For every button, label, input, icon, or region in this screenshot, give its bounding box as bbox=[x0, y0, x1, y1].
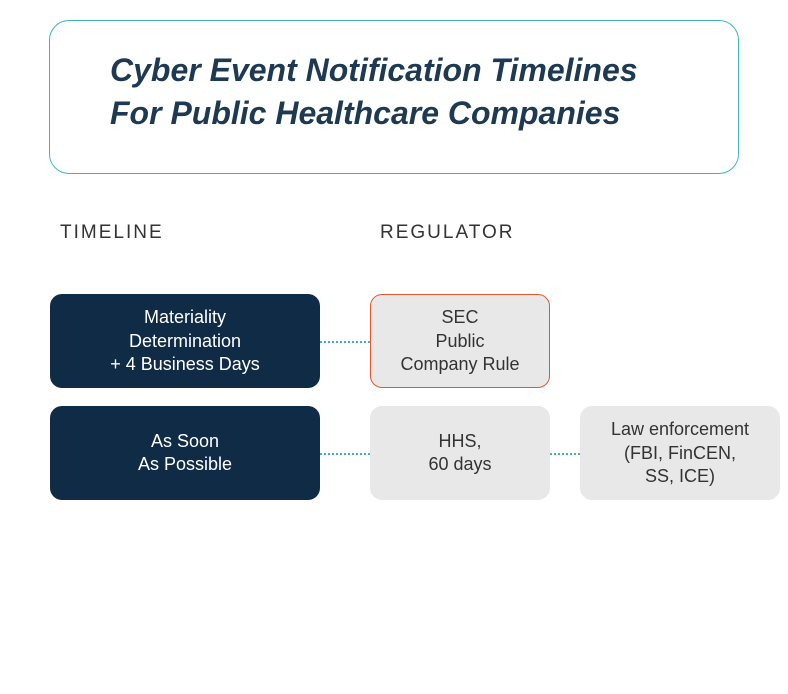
column-headers: TIMELINE REGULATOR bbox=[20, 222, 768, 244]
timeline-1-line2: Determination bbox=[129, 330, 241, 353]
regulator-box-2b: Law enforcement (FBI, FinCEN, SS, ICE) bbox=[580, 406, 780, 500]
header-timeline: TIMELINE bbox=[60, 222, 380, 244]
row-1: Materiality Determination + 4 Business D… bbox=[20, 294, 768, 388]
connector-1a bbox=[320, 341, 370, 343]
reg-2a-line2: 60 days bbox=[428, 453, 491, 476]
reg-1a-line2: Public bbox=[435, 330, 484, 353]
timeline-box-2: As Soon As Possible bbox=[50, 406, 320, 500]
header-regulator: REGULATOR bbox=[380, 222, 640, 244]
timeline-1-line1: Materiality bbox=[144, 306, 226, 329]
reg-2b-line2: (FBI, FinCEN, bbox=[624, 442, 736, 465]
reg-2a-line1: HHS, bbox=[438, 430, 481, 453]
reg-1a-line1: SEC bbox=[441, 306, 478, 329]
row-2: As Soon As Possible HHS, 60 days Law enf… bbox=[20, 406, 768, 500]
timeline-2-line1: As Soon bbox=[151, 430, 219, 453]
connector-2a bbox=[320, 453, 370, 455]
timeline-box-1: Materiality Determination + 4 Business D… bbox=[50, 294, 320, 388]
reg-2b-line1: Law enforcement bbox=[611, 418, 749, 441]
timeline-2-line2: As Possible bbox=[138, 453, 232, 476]
reg-1a-line3: Company Rule bbox=[400, 353, 519, 376]
connector-2b bbox=[550, 453, 580, 455]
title-box: Cyber Event Notification Timelines For P… bbox=[49, 20, 739, 174]
regulator-box-2a: HHS, 60 days bbox=[370, 406, 550, 500]
reg-2b-line3: SS, ICE) bbox=[645, 465, 715, 488]
timeline-1-line3: + 4 Business Days bbox=[110, 353, 260, 376]
title-heading: Cyber Event Notification Timelines For P… bbox=[110, 49, 678, 135]
regulator-box-1a: SEC Public Company Rule bbox=[370, 294, 550, 388]
